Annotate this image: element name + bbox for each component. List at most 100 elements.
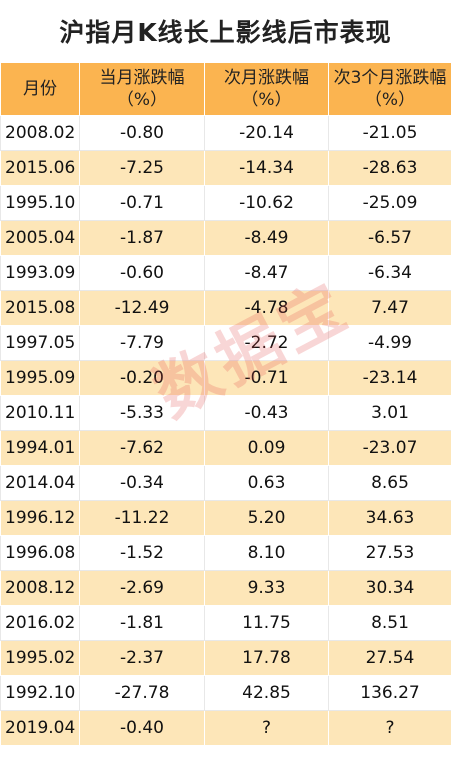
cell-next-month-change: 17.78	[204, 640, 329, 676]
cell-month: 2008.12	[0, 570, 80, 606]
cell-month: 1996.12	[0, 500, 80, 536]
cell-next-month-change: -4.78	[204, 290, 329, 326]
cell-next-3-months-change: ?	[328, 710, 451, 746]
cell-next-3-months-change: -6.57	[328, 220, 451, 256]
cell-next-month-change: 5.20	[204, 500, 329, 536]
cell-next-month-change: -14.34	[204, 150, 329, 186]
table-row: 1992.10 -27.78 42.85 136.27	[0, 675, 451, 711]
header-current-change-label: 当月涨跌幅	[99, 68, 185, 88]
table-row: 1993.09 -0.60 -8.47 -6.34	[0, 255, 451, 291]
table-body: 2008.02 -0.80 -20.14 -21.05 2015.06 -7.25 -14.…	[0, 115, 451, 746]
header-next-3-months-change: 次3个月涨跌幅 （%）	[328, 62, 451, 116]
cell-next-3-months-change: 27.53	[328, 535, 451, 571]
header-next-3-months-change-unit: （%）	[364, 90, 416, 110]
cell-month: 1995.02	[0, 640, 80, 676]
page-title: 沪指月K线长上影线后市表现	[59, 18, 392, 47]
table-row: 2016.02 -1.81 11.75 8.51	[0, 605, 451, 641]
cell-next-3-months-change: -23.14	[328, 360, 451, 396]
cell-current-change: -2.37	[79, 640, 205, 676]
cell-month: 1992.10	[0, 675, 80, 711]
cell-next-month-change: -8.47	[204, 255, 329, 291]
table-row: 2015.06 -7.25 -14.34 -28.63	[0, 150, 451, 186]
cell-month: 2019.04	[0, 710, 80, 746]
cell-current-change: -12.49	[79, 290, 205, 326]
header-month: 月份	[0, 62, 80, 116]
cell-current-change: -2.69	[79, 570, 205, 606]
cell-next-month-change: -0.71	[204, 360, 329, 396]
cell-month: 1996.08	[0, 535, 80, 571]
cell-current-change: -1.81	[79, 605, 205, 641]
cell-current-change: -0.40	[79, 710, 205, 746]
cell-month: 2015.08	[0, 290, 80, 326]
table-row: 1995.09 -0.20 -0.71 -23.14	[0, 360, 451, 396]
cell-next-month-change: -10.62	[204, 185, 329, 221]
header-month-label: 月份	[23, 79, 57, 99]
cell-next-month-change: ?	[204, 710, 329, 746]
cell-current-change: -7.25	[79, 150, 205, 186]
cell-next-3-months-change: 27.54	[328, 640, 451, 676]
cell-current-change: -0.20	[79, 360, 205, 396]
cell-next-3-months-change: 3.01	[328, 395, 451, 431]
data-table: 月份 当月涨跌幅 （%） 次月涨跌幅 （%） 次3个月涨跌幅 （%） 2008.…	[0, 62, 451, 746]
table-row: 2005.04 -1.87 -8.49 -6.57	[0, 220, 451, 256]
cell-month: 1995.09	[0, 360, 80, 396]
cell-current-change: -27.78	[79, 675, 205, 711]
cell-next-3-months-change: 34.63	[328, 500, 451, 536]
cell-next-month-change: 9.33	[204, 570, 329, 606]
table-row: 1995.02 -2.37 17.78 27.54	[0, 640, 451, 676]
header-next-month-change-unit: （%）	[241, 90, 292, 110]
header-next-3-months-change-label: 次3个月涨跌幅	[333, 68, 447, 88]
cell-next-3-months-change: 136.27	[328, 675, 451, 711]
cell-month: 2008.02	[0, 115, 80, 151]
table-row: 2010.11 -5.33 -0.43 3.01	[0, 395, 451, 431]
cell-current-change: -1.52	[79, 535, 205, 571]
table-row: 1996.12 -11.22 5.20 34.63	[0, 500, 451, 536]
cell-next-3-months-change: 30.34	[328, 570, 451, 606]
cell-next-3-months-change: 8.65	[328, 465, 451, 501]
cell-next-3-months-change: -6.34	[328, 255, 451, 291]
cell-next-3-months-change: 7.47	[328, 290, 451, 326]
cell-next-3-months-change: -4.99	[328, 325, 451, 361]
cell-next-month-change: -8.49	[204, 220, 329, 256]
cell-current-change: -7.79	[79, 325, 205, 361]
cell-month: 2016.02	[0, 605, 80, 641]
table-row: 2019.04 -0.40??	[0, 710, 451, 746]
cell-current-change: -0.71	[79, 185, 205, 221]
cell-next-3-months-change: -25.09	[328, 185, 451, 221]
cell-current-change: -0.34	[79, 465, 205, 501]
cell-next-month-change: 0.63	[204, 465, 329, 501]
cell-current-change: -7.62	[79, 430, 205, 466]
cell-next-month-change: -20.14	[204, 115, 329, 151]
cell-current-change: -5.33	[79, 395, 205, 431]
header-row: 月份 当月涨跌幅 （%） 次月涨跌幅 （%） 次3个月涨跌幅 （%）	[0, 62, 451, 116]
cell-current-change: -1.87	[79, 220, 205, 256]
cell-next-3-months-change: -21.05	[328, 115, 451, 151]
cell-month: 2005.04	[0, 220, 80, 256]
header-next-month-change: 次月涨跌幅 （%）	[204, 62, 329, 116]
table-row: 1994.01 -7.62 0.09 -23.07	[0, 430, 451, 466]
cell-next-month-change: 42.85	[204, 675, 329, 711]
cell-next-month-change: -2.72	[204, 325, 329, 361]
cell-next-month-change: 11.75	[204, 605, 329, 641]
cell-month: 1995.10	[0, 185, 80, 221]
cell-next-3-months-change: -23.07	[328, 430, 451, 466]
table-row: 2008.12 -2.69 9.33 30.34	[0, 570, 451, 606]
header-next-month-change-label: 次月涨跌幅	[224, 68, 309, 88]
table-row: 2008.02 -0.80 -20.14 -21.05	[0, 115, 451, 151]
cell-month: 2010.11	[0, 395, 80, 431]
table-row: 2015.08 -12.49 -4.78 7.47	[0, 290, 451, 326]
header-current-change-unit: （%）	[116, 90, 168, 110]
table-row: 1997.05 -7.79 -2.72 -4.99	[0, 325, 451, 361]
header-current-change: 当月涨跌幅 （%）	[79, 62, 205, 116]
cell-current-change: -11.22	[79, 500, 205, 536]
cell-month: 1993.09	[0, 255, 80, 291]
cell-next-month-change: 0.09	[204, 430, 329, 466]
table-header: 月份 当月涨跌幅 （%） 次月涨跌幅 （%） 次3个月涨跌幅 （%）	[0, 62, 451, 116]
cell-next-month-change: 8.10	[204, 535, 329, 571]
cell-month: 1994.01	[0, 430, 80, 466]
table-row: 1996.08 -1.52 8.10 27.53	[0, 535, 451, 571]
cell-month: 2014.04	[0, 465, 80, 501]
cell-next-month-change: -0.43	[204, 395, 329, 431]
cell-month: 1997.05	[0, 325, 80, 361]
